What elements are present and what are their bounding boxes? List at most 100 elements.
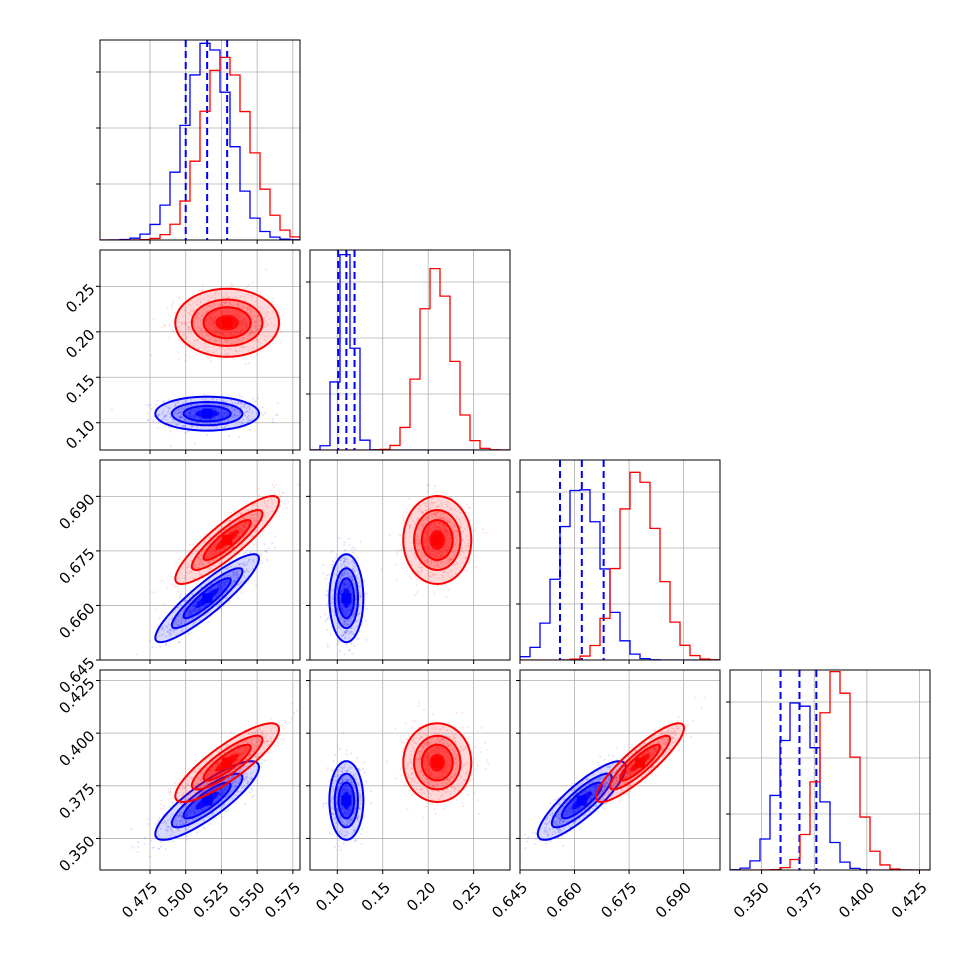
scatter-point [264,759,267,762]
scatter-point [435,490,438,493]
scatter-point [245,775,248,778]
scatter-point [427,484,430,487]
scatter-point [178,412,181,415]
scatter-point [191,420,194,423]
scatter-point [166,406,169,409]
scatter-point [226,296,229,299]
scatter-point [337,611,340,614]
scatter-point [230,399,233,402]
scatter-point [343,619,346,622]
scatter-point [239,405,242,408]
scatter-point [348,649,351,652]
scatter-point [232,775,235,778]
scatter-point [179,417,182,420]
scatter-point [197,421,200,424]
scatter-point [244,511,247,514]
scatter-point [408,526,411,529]
scatter-point [184,593,187,596]
scatter-point [241,336,244,339]
scatter-point [455,534,458,537]
scatter-point [235,573,238,576]
scatter-point [179,410,182,413]
scatter-point [227,434,230,437]
scatter-point [214,339,217,342]
scatter-point [253,764,256,767]
scatter-point [190,398,193,401]
scatter-point [254,522,257,525]
scatter-point [210,560,213,563]
scatter-point [195,563,198,566]
scatter-point [183,322,186,325]
scatter-point [427,515,430,518]
scatter-point [184,822,187,825]
scatter-point [200,791,203,794]
scatter-point [234,781,237,784]
scatter-point [168,629,171,632]
scatter-point [171,813,174,816]
scatter-point [365,607,368,610]
scatter-point [322,564,325,567]
scatter-point [446,520,449,523]
scatter-point [453,508,456,511]
scatter-point [232,571,235,574]
scatter-point [197,566,200,569]
scatter-point [437,511,440,514]
scatter-point [180,820,183,823]
scatter-point [222,605,225,608]
scatter-point [417,542,420,545]
scatter-point [233,413,236,416]
scatter-point [224,567,227,570]
scatter-point [240,336,243,339]
scatter-point [197,555,200,558]
scatter-point [454,536,457,539]
scatter-point [174,404,177,407]
scatter-point [437,497,440,500]
scatter-point [180,567,183,570]
scatter-point [408,575,411,578]
scatter-point [200,323,203,326]
scatter-point [343,560,346,563]
scatter-point [351,614,354,617]
scatter-point [181,415,184,418]
scatter-point [168,412,171,415]
scatter-point [266,500,269,503]
scatter-point [341,634,344,637]
scatter-point [238,770,241,773]
scatter-point [176,625,179,628]
scatter-point [224,426,227,429]
scatter-point [187,327,190,330]
scatter-point [210,335,213,338]
scatter-point [281,500,284,503]
scatter-point [346,620,349,623]
scatter-point [343,541,346,544]
scatter-point [417,548,420,551]
scatter-point [240,402,243,405]
panel-frame [309,459,511,661]
scatter-point [251,535,254,538]
scatter-point [212,425,215,428]
scatter-point [433,512,436,515]
scatter-point [248,332,251,335]
scatter-point [454,530,457,533]
scatter-point [236,596,239,599]
scatter-point [236,514,239,517]
scatter-point [253,324,256,327]
scatter-point [250,419,253,422]
scatter-point [343,572,346,575]
scatter-point [435,506,438,509]
scatter-point [357,637,360,640]
scatter-point [185,805,188,808]
scatter-point [263,543,266,546]
scatter-point [464,556,467,559]
scatter-point [261,406,264,409]
scatter-point [218,347,221,350]
scatter-point [434,513,437,516]
scatter-point [415,583,418,586]
scatter-point [358,594,361,597]
scatter-point [415,521,418,524]
density-peak [202,593,213,604]
scatter-point [239,512,242,515]
scatter-point [195,303,198,306]
scatter-point [285,506,288,509]
scatter-point [201,289,204,292]
